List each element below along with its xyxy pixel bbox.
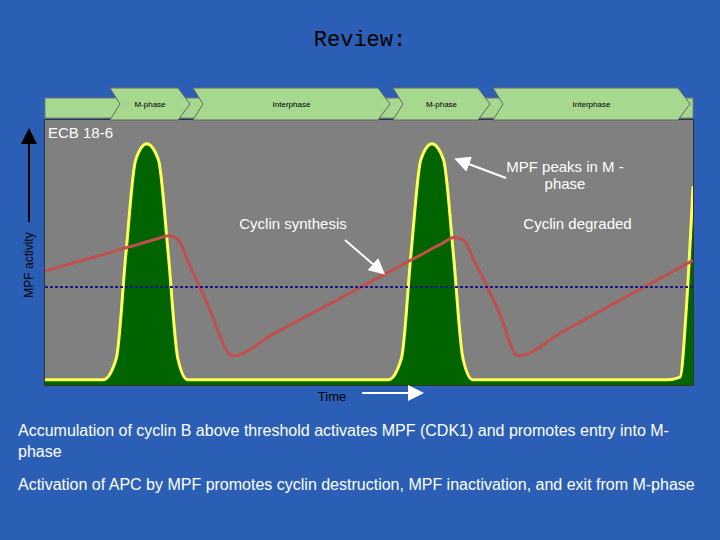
svg-text:M-phase: M-phase	[426, 100, 458, 109]
html-text:Accumulation of cyclin B above: Accumulation of cyclin B above threshold…	[18, 422, 669, 460]
svg-text:M-phase: M-phase	[134, 100, 166, 109]
svg-text:Interphase: Interphase	[273, 100, 311, 109]
html-text:Cyclin synthesis: Cyclin synthesis	[239, 215, 347, 232]
html-text:Activation of APC by MPF promo: Activation of APC by MPF promotes cyclin…	[18, 476, 695, 493]
html-text:Cyclin degraded: Cyclin degraded	[523, 215, 632, 232]
svg-text:ECB 18-6: ECB 18-6	[48, 124, 113, 141]
html-text:MPF peaks in M -phase: MPF peaks in M -phase	[506, 158, 624, 192]
html-text:Review:: Review:	[313, 28, 407, 53]
svg-text:Time: Time	[318, 389, 346, 404]
svg-text:MPF activity: MPF activity	[22, 232, 36, 297]
svg-text:Interphase: Interphase	[573, 100, 611, 109]
